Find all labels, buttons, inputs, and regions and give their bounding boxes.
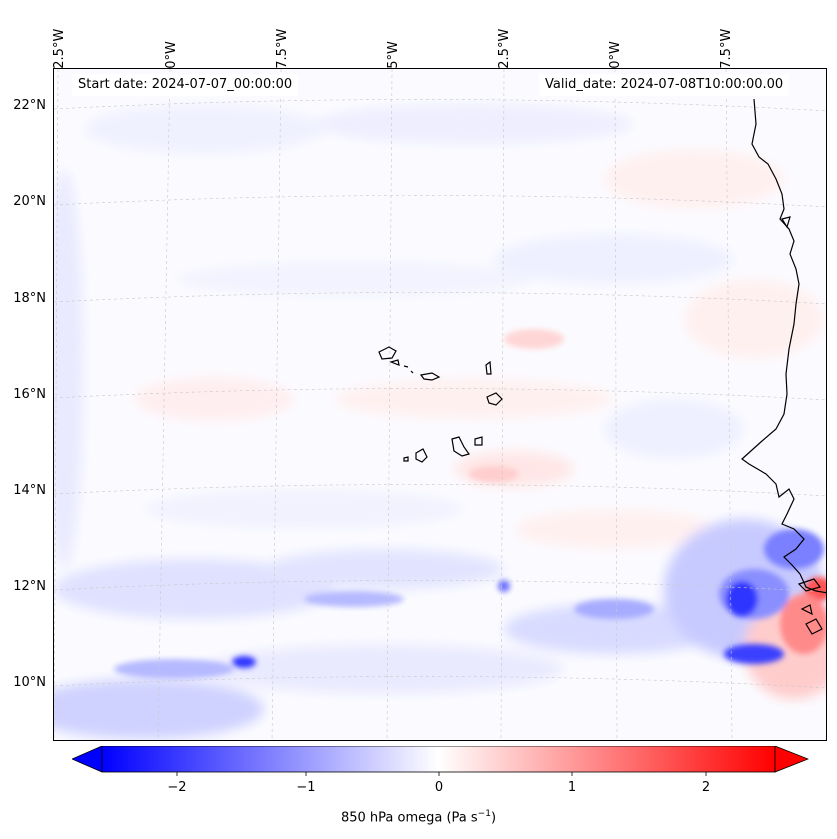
valid-date-label: Valid_date: 2024-07-08T10:00:00.00 <box>539 74 790 96</box>
colorbar <box>72 746 809 776</box>
omega-field-map <box>54 69 826 740</box>
colorbar-label-text: 850 hPa omega (Pa s <box>340 810 478 826</box>
colorbar-tick-neg1: −1 <box>296 780 316 795</box>
colorbar-gradient <box>101 746 776 773</box>
colorbar-tick-1: 1 <box>567 780 577 795</box>
graticule <box>54 69 826 740</box>
lat-label-12n: 12°N <box>13 579 46 594</box>
colorbar-label-sup: −1 <box>477 809 491 819</box>
lat-label-20n: 20°N <box>13 194 46 209</box>
lat-label-14n: 14°N <box>13 483 46 498</box>
colorbar-tick-0: 0 <box>434 780 444 795</box>
colorbar-label-end: ) <box>490 810 497 826</box>
coastline <box>741 98 826 635</box>
colorbar-high-extend <box>774 746 809 773</box>
strong-features <box>114 329 826 679</box>
colorbar-tick-marks <box>176 772 707 776</box>
colorbar-tick-2: 2 <box>701 780 711 795</box>
start-date-label: Start date: 2024-07-07_00:00:00 <box>72 74 299 96</box>
lat-label-16n: 16°N <box>13 387 46 402</box>
field-patches <box>54 104 826 739</box>
colorbar-label: 850 hPa omega (Pa s−1) <box>0 809 837 825</box>
colorbar-low-extend <box>72 746 103 773</box>
colorbar-tick-neg2: −2 <box>167 780 187 795</box>
map-panel <box>53 68 827 741</box>
lat-label-22n: 22°N <box>13 98 46 113</box>
lat-label-18n: 18°N <box>13 291 46 306</box>
lat-label-10n: 10°N <box>13 675 46 690</box>
cape-verde-islands <box>378 346 503 463</box>
